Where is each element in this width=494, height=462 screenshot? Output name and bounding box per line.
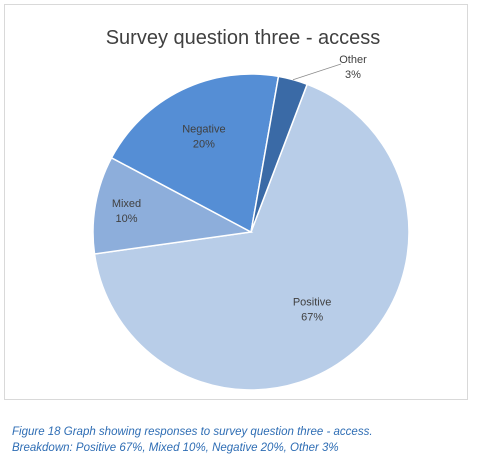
- slice-label-positive: Positive: [293, 297, 332, 309]
- slice-value-negative: 20%: [193, 138, 215, 150]
- caption-line-1: Figure 18 Graph showing responses to sur…: [12, 426, 373, 438]
- pie-slice-positive: [93, 83, 410, 391]
- figure-caption: Figure 18 Graph showing responses to sur…: [12, 424, 482, 456]
- pie-slices: [92, 73, 410, 391]
- slice-labels: Positive 67% Mixed 10% Negative 20% Other 3%: [112, 54, 367, 324]
- leader-line-other: [292, 63, 342, 81]
- slice-label-mixed: Mixed: [112, 198, 141, 210]
- pie-chart: Survey question three - access Positive 6…: [92, 27, 410, 391]
- leader-lines: [292, 63, 342, 81]
- pie-slice-negative: [110, 73, 280, 234]
- slice-value-other: 3%: [345, 69, 361, 81]
- slice-label-other: Other: [339, 54, 367, 66]
- slice-label-negative: Negative: [182, 123, 225, 135]
- slice-value-positive: 67%: [301, 312, 323, 324]
- slice-value-mixed: 10%: [115, 213, 137, 225]
- caption-line-2: Breakdown: Positive 67%, Mixed 10%, Nega…: [12, 442, 339, 454]
- pie-slice-mixed: [92, 156, 254, 255]
- chart-title: Survey question three - access: [106, 27, 381, 49]
